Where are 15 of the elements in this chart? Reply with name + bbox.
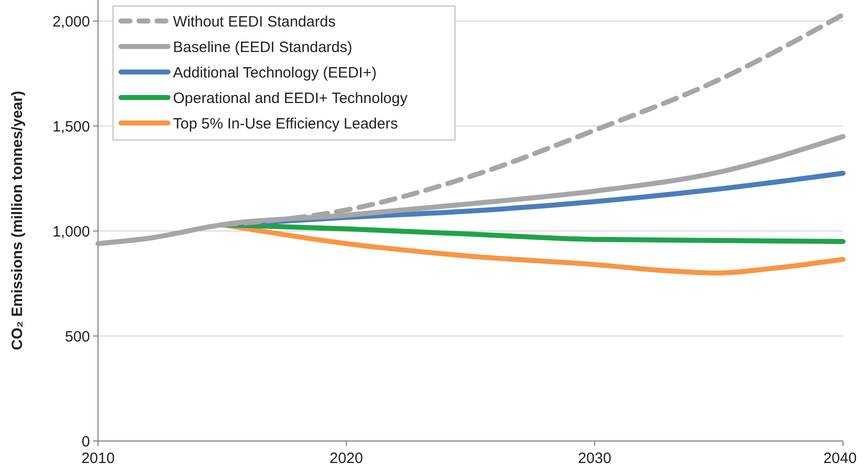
y-tick-label: 0 [82, 433, 90, 450]
y-axis-title: CO₂ Emissions (million tonnes/year) [9, 90, 26, 350]
x-tick-label: 2040 [823, 450, 857, 467]
x-tick-label: 2010 [81, 450, 115, 467]
y-tick-label: 2,000 [52, 13, 90, 30]
legend-label: Baseline (EEDI Standards) [173, 38, 352, 56]
y-tick-label: 500 [64, 328, 90, 346]
legend-label: Without EEDI Standards [173, 13, 336, 30]
legend-label: Top 5% In-Use Efficiency Leaders [173, 115, 398, 132]
legend-label: Additional Technology (EEDI+) [173, 64, 377, 82]
x-tick-label: 2030 [578, 450, 612, 467]
legend-label: Operational and EEDI+ Technology [173, 90, 408, 107]
y-tick-label: 1,000 [52, 223, 90, 240]
y-tick-label: 1,500 [52, 118, 90, 136]
x-tick-label: 2020 [330, 450, 364, 467]
